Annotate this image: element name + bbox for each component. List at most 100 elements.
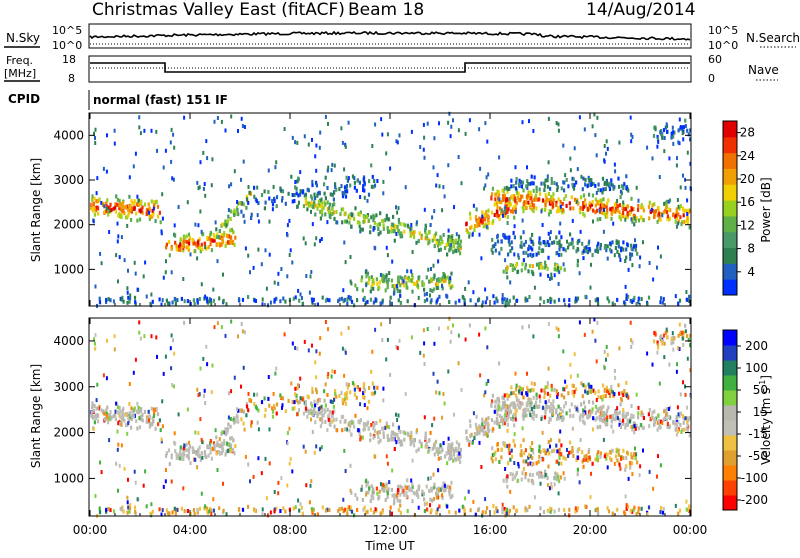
- velocity-cell: [329, 399, 332, 404]
- velocity-cell: [559, 475, 563, 480]
- velocity-cell: [564, 456, 567, 461]
- nave-tick-high: 60: [708, 53, 722, 66]
- velocity-cell: [549, 417, 552, 422]
- velocity-cell: [124, 412, 128, 417]
- power-cell: [237, 212, 240, 217]
- power-cell: [202, 186, 205, 191]
- velocity-cell: [253, 392, 256, 397]
- power-cell: [569, 168, 572, 173]
- velocity-cell: [374, 454, 377, 459]
- velocity-cell: [689, 368, 692, 373]
- velocity-cell: [604, 422, 608, 427]
- power-cell: [585, 245, 588, 250]
- velocity-cell: [367, 490, 370, 495]
- velocity-cell: [585, 453, 588, 458]
- velocity-cell: [215, 435, 218, 440]
- power-cell: [603, 182, 606, 187]
- power-cell: [334, 185, 337, 190]
- velocity-cell: [618, 346, 621, 351]
- power-cell: [502, 193, 505, 198]
- velocity-cell: [406, 478, 409, 483]
- velocity-cell: [421, 492, 424, 497]
- velocity-cell: [486, 506, 489, 511]
- velocity-cell: [429, 497, 432, 502]
- power-cell: [659, 130, 662, 135]
- velocity-cell: [417, 447, 420, 452]
- velocity-cell: [557, 461, 560, 466]
- velocity-cell: [105, 507, 108, 512]
- velocity-cell: [379, 511, 382, 516]
- power-cell: [306, 201, 309, 206]
- velocity-cell: [582, 383, 585, 388]
- velocity-cell: [609, 456, 612, 461]
- power-cell: [304, 196, 307, 201]
- velocity-cell: [363, 403, 366, 407]
- power-cell: [320, 197, 323, 202]
- power-cell: [630, 196, 633, 201]
- power-cell: [486, 218, 489, 223]
- power-cell: [402, 283, 406, 288]
- velocity-cell: [550, 383, 553, 388]
- power-cell: [599, 243, 602, 247]
- power-cell: [566, 239, 568, 244]
- power-cell: [225, 241, 228, 246]
- velocity-cell: [319, 447, 322, 452]
- power-cell: [430, 298, 433, 303]
- velocity-cell: [222, 481, 224, 486]
- power-cell: [524, 266, 527, 271]
- velocity-cell: [170, 366, 173, 371]
- colorbar-tick-label: 24: [740, 149, 755, 163]
- power-cell: [406, 223, 410, 228]
- velocity-cell: [390, 437, 394, 442]
- power-cell: [374, 297, 377, 302]
- velocity-cell: [416, 489, 419, 494]
- power-cell: [504, 210, 507, 215]
- power-cell: [397, 220, 401, 225]
- power-cell: [395, 139, 398, 144]
- power-cell: [222, 298, 225, 303]
- velocity-cell: [653, 409, 656, 414]
- y-tick-label: 1000: [53, 471, 84, 485]
- nsky-label: N.Sky: [6, 31, 40, 45]
- velocity-cell: [436, 379, 439, 384]
- velocity-cell: [532, 395, 535, 400]
- velocity-cell: [616, 406, 619, 411]
- power-cell: [491, 244, 494, 249]
- power-cell: [622, 214, 625, 219]
- power-cell: [484, 121, 487, 126]
- power-cell: [527, 193, 530, 198]
- power-cell: [526, 179, 529, 184]
- velocity-cell: [611, 390, 614, 395]
- power-cell: [392, 291, 396, 296]
- velocity-cell: [314, 403, 317, 408]
- power-cell: [622, 211, 625, 215]
- power-cell: [183, 115, 186, 120]
- velocity-cell: [240, 322, 243, 326]
- velocity-cell: [664, 416, 667, 421]
- velocity-cell: [161, 508, 164, 513]
- power-cell: [398, 231, 401, 236]
- power-cell: [227, 214, 230, 219]
- power-cell: [505, 301, 508, 306]
- velocity-cell: [261, 512, 264, 517]
- velocity-cell: [378, 495, 381, 499]
- velocity-cell: [438, 488, 441, 493]
- power-cell: [519, 235, 522, 240]
- velocity-cell: [510, 448, 513, 453]
- velocity-cell: [417, 485, 420, 490]
- velocity-cell: [107, 420, 110, 425]
- velocity-cell: [196, 510, 199, 515]
- velocity-cell: [603, 415, 605, 420]
- velocity-cell: [544, 385, 547, 390]
- power-cell: [244, 246, 247, 251]
- velocity-cell: [389, 505, 392, 510]
- velocity-cell: [127, 415, 130, 420]
- velocity-cell: [512, 404, 515, 409]
- power-cell: [531, 181, 534, 186]
- power-cell: [675, 163, 678, 168]
- power-cell: [523, 242, 526, 247]
- velocity-cell: [597, 511, 600, 516]
- velocity-cell: [492, 427, 495, 432]
- power-cell: [608, 187, 612, 192]
- power-cell: [318, 191, 321, 196]
